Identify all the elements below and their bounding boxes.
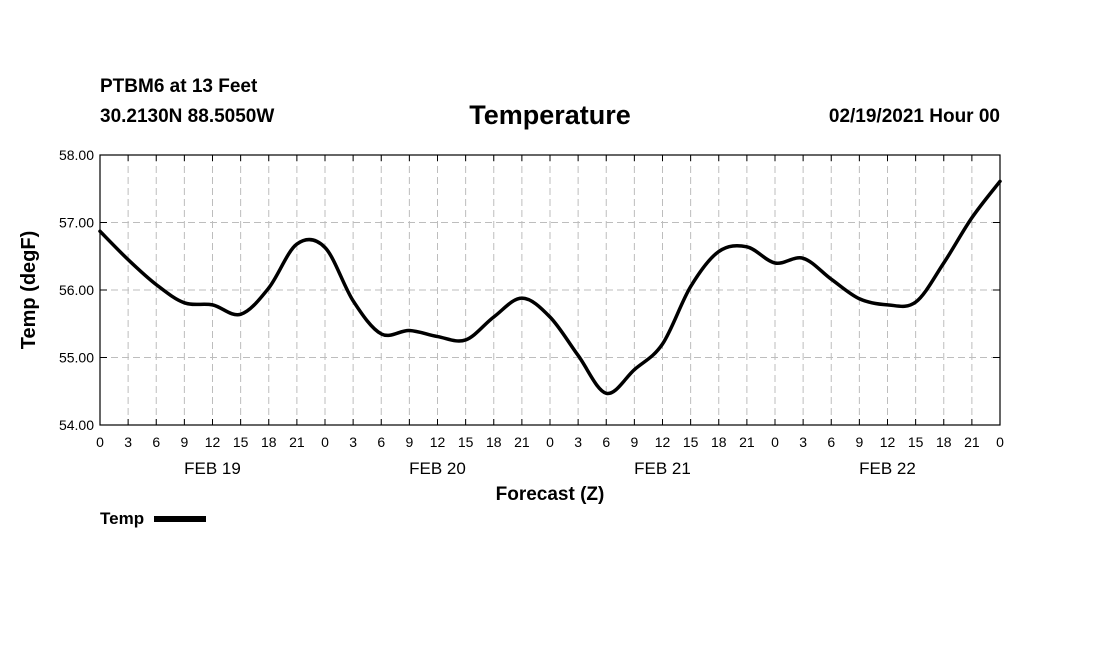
x-tick-label: 18	[261, 434, 277, 450]
grid-lines	[100, 155, 1000, 425]
series-line-temp	[98, 179, 1002, 396]
x-tick-label: 3	[574, 434, 582, 450]
x-tick-label: 21	[289, 434, 305, 450]
legend: Temp	[100, 509, 207, 529]
x-tick-label: 6	[602, 434, 610, 450]
x-tick-label: 15	[908, 434, 924, 450]
y-tick-label: 56.00	[59, 282, 94, 298]
x-tick-label: 12	[205, 434, 221, 450]
x-tick-label: 15	[233, 434, 249, 450]
x-tick-label: 0	[96, 434, 104, 450]
x-tick-label: 6	[827, 434, 835, 450]
x-date-label: FEB 22	[859, 459, 916, 478]
x-tick-label: 9	[405, 434, 413, 450]
x-tick-label: 12	[430, 434, 446, 450]
y-tick-label: 55.00	[59, 350, 94, 366]
x-tick-label: 0	[546, 434, 554, 450]
x-tick-label: 12	[880, 434, 896, 450]
x-tick-label: 21	[964, 434, 980, 450]
legend-swatch-temp	[154, 516, 207, 522]
x-tick-label: 0	[771, 434, 779, 450]
x-tick-label: 0	[996, 434, 1004, 450]
forecast-timestamp: 02/19/2021 Hour 00	[828, 106, 1000, 127]
x-date-label: FEB 19	[184, 459, 241, 478]
y-axis-label: Temp (degF)	[18, 231, 40, 350]
x-tick-label: 3	[124, 434, 132, 450]
station-location: 30.2130N 88.5050W	[100, 106, 275, 127]
y-tick-label: 54.00	[59, 417, 94, 433]
axes	[99, 154, 1001, 426]
x-tick-label: 3	[349, 434, 357, 450]
y-tick-label: 58.00	[59, 147, 94, 163]
x-date-label: FEB 20	[409, 459, 466, 478]
x-tick-label: 18	[711, 434, 727, 450]
x-axis-label: Forecast (Z)	[496, 484, 605, 505]
x-tick-label: 21	[514, 434, 530, 450]
station-title: PTBM6 at 13 Feet	[100, 76, 258, 97]
x-tick-label: 3	[799, 434, 807, 450]
x-tick-label: 9	[630, 434, 638, 450]
x-tick-label: 9	[855, 434, 863, 450]
x-tick-label: 12	[655, 434, 671, 450]
tick-labels: 0 3 6 9 12 15 18 21 0 3 6 9 12 15 18 21 0 3 6 9 12 15 18 21 0 3 6 9…	[59, 147, 1004, 478]
y-tick-label: 57.00	[59, 215, 94, 231]
x-date-label: FEB 21	[634, 459, 691, 478]
x-tick-label: 21	[739, 434, 755, 450]
x-tick-label: 18	[936, 434, 952, 450]
x-tick-label: 15	[683, 434, 699, 450]
x-tick-label: 18	[486, 434, 502, 450]
x-tick-label: 6	[152, 434, 160, 450]
x-tick-label: 0	[321, 434, 329, 450]
x-tick-label: 15	[458, 434, 474, 450]
legend-label: Temp	[100, 509, 145, 528]
chart-title: Temperature	[469, 100, 631, 130]
x-tick-label: 6	[377, 434, 385, 450]
series-layer	[98, 179, 1002, 396]
x-tick-label: 9	[180, 434, 188, 450]
